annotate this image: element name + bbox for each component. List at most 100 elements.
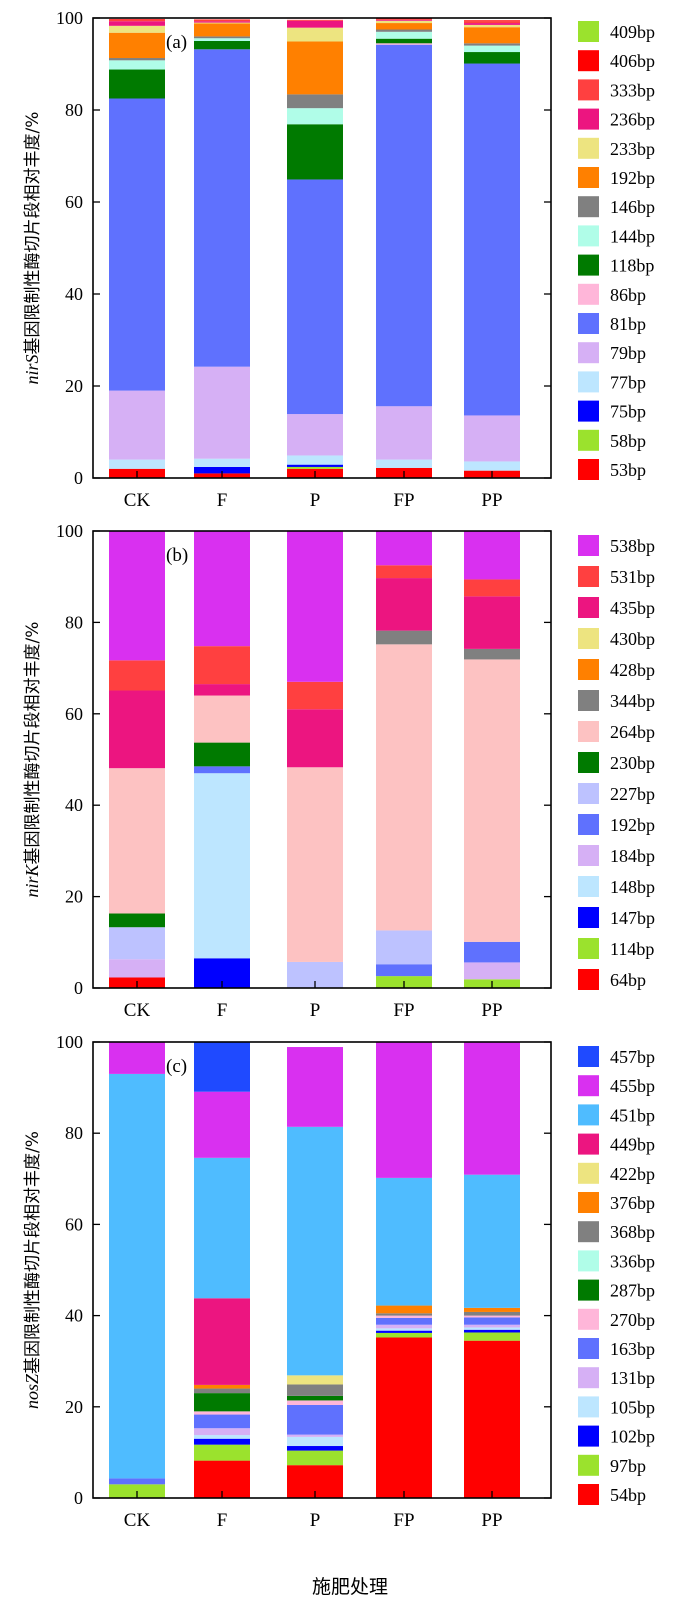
bar-segment-PP-406bp [464, 20, 520, 22]
bar-segment-CK-81bp [109, 98, 165, 391]
bar-segment-PP-163bp [464, 1317, 520, 1325]
bar-segment-F-105bp [194, 1435, 250, 1439]
plot-frame [92, 1041, 552, 1499]
legend-label-236bp: 236bp [610, 110, 655, 130]
y-axis-title-gene: nirK [22, 863, 42, 897]
bar-segment-P-81bp [287, 179, 343, 415]
bar-segment-FP-376bp [376, 1305, 432, 1314]
bar-segment-FP-227bp [376, 930, 432, 965]
legend-swatch-81bp [578, 313, 599, 334]
legend-swatch-451bp [578, 1104, 599, 1126]
legend-label-114bp: 114bp [610, 939, 654, 959]
bar-segment-CK-227bp [109, 927, 165, 960]
x-tick-label-CK: CK [124, 1510, 151, 1531]
legend-label-75bp: 75bp [610, 402, 646, 422]
bar-segment-P-264bp [287, 767, 343, 962]
bar-segment-FP-531bp [376, 565, 432, 579]
y-tick-label: 80 [65, 612, 83, 632]
bar-segment-P-422bp [287, 1375, 343, 1385]
bar-segment-PP-376bp [464, 1307, 520, 1312]
legend-label-77bp: 77bp [610, 372, 646, 392]
legend-swatch-163bp [578, 1338, 599, 1359]
bar-segment-FP-333bp [376, 18, 432, 20]
legend-swatch-148bp [578, 876, 599, 897]
bar-segment-P-538bp [287, 531, 343, 682]
bar-segment-CK-264bp [109, 768, 165, 914]
bar-segment-PP-270bp [464, 1315, 520, 1318]
bar-segment-PP-451bp [464, 1174, 520, 1308]
legend-swatch-230bp [578, 752, 599, 773]
bar-segment-P-97bp [287, 1450, 343, 1466]
bar-segment-PP-54bp [464, 1340, 520, 1498]
legend-label-163bp: 163bp [610, 1339, 655, 1359]
bar-segment-PP-333bp [464, 21, 520, 24]
legend-swatch-435bp [578, 597, 599, 618]
y-axis-title-gene: nosZ [22, 1373, 42, 1409]
legend-label-53bp: 53bp [610, 460, 646, 480]
legend-label-192bp: 192bp [610, 815, 655, 835]
legend-label-422bp: 422bp [610, 1164, 655, 1184]
bar-segment-CK-192bp [109, 32, 165, 59]
legend-label-81bp: 81bp [610, 314, 646, 334]
bar-segment-PP-531bp [464, 579, 520, 597]
bar-segment-F-79bp [194, 366, 250, 459]
legend-swatch-376bp [578, 1192, 599, 1213]
legend-label-105bp: 105bp [610, 1397, 655, 1417]
legend-label-409bp: 409bp [610, 22, 655, 42]
legend-swatch-184bp [578, 845, 599, 866]
legend-swatch-428bp [578, 659, 599, 680]
legend-swatch-146bp [578, 196, 599, 218]
x-tick-label-P: P [310, 1000, 321, 1021]
bar-segment-PP-538bp [464, 531, 520, 580]
legend: 538bp 531bp 435bp 430bp 428bp 344bp 264bp 230bp… [578, 535, 655, 990]
bar-segment-P-118bp [287, 124, 343, 180]
legend-label-131bp: 131bp [610, 1368, 655, 1388]
bar-segment-P-435bp [287, 709, 343, 768]
legend-swatch-264bp [578, 721, 599, 742]
legend-swatch-114bp [578, 938, 599, 959]
bar-segment-F-144bp [194, 38, 250, 41]
bar-segment-FP-163bp [376, 1317, 432, 1325]
x-tick-label-FP: FP [393, 490, 414, 511]
y-tick-label: 60 [65, 192, 83, 212]
y-tick-label: 60 [65, 704, 83, 724]
legend-swatch-118bp [578, 254, 599, 276]
bar-segment-CK-230bp [109, 913, 165, 928]
bar-segment-FP-131bp [376, 1324, 432, 1329]
x-tick-label-CK: CK [124, 1000, 151, 1021]
y-tick-label: 100 [56, 521, 83, 541]
y-axis-title: nirK基因限制性酶切片段相对丰度/% [22, 622, 43, 898]
legend: 457bp 455bp 451bp 449bp 422bp 376bp 368bp 336bp… [578, 1046, 655, 1505]
bar-segment-FP-146bp [376, 29, 432, 32]
legend-swatch-368bp [578, 1221, 599, 1243]
bar-segment-FP-192bp [376, 964, 432, 977]
legend-swatch-333bp [578, 79, 599, 101]
legend-label-118bp: 118bp [610, 256, 654, 276]
bar-segment-FP-368bp [376, 1313, 432, 1316]
bar-segment-F-163bp [194, 1414, 250, 1429]
y-tick-label: 0 [74, 978, 83, 998]
legend-swatch-430bp [578, 628, 599, 649]
bar-segment-PP-118bp [464, 52, 520, 64]
legend-swatch-457bp [578, 1046, 599, 1067]
bar-segment-F-81bp [194, 49, 250, 367]
legend-label-270bp: 270bp [610, 1310, 655, 1330]
bar-segment-F-538bp [194, 531, 250, 647]
y-axis-title-gene: nirS [22, 354, 42, 384]
bar-segment-P-368bp [287, 1384, 343, 1396]
bar-segment-PP-264bp [464, 659, 520, 942]
bar-segment-CK-146bp [109, 58, 165, 61]
bar-segment-F-333bp [194, 19, 250, 22]
legend-label-146bp: 146bp [610, 197, 655, 217]
y-axis-title: nosZ基因限制性酶切片段相对丰度/% [22, 1131, 43, 1409]
bar-segment-F-455bp [194, 1091, 250, 1158]
bar-segment-F-531bp [194, 646, 250, 685]
bar-segment-F-368bp [194, 1388, 250, 1394]
bar-segment-FP-144bp [376, 31, 432, 39]
y-tick-label: 40 [65, 795, 83, 815]
x-tick-label-P: P [310, 490, 321, 511]
bar-segment-F-192bp [194, 23, 250, 37]
bar-segment-FP-105bp [376, 1328, 432, 1331]
bar-segment-CK-531bp [109, 660, 165, 691]
bar-segment-FP-102bp [376, 1330, 432, 1333]
